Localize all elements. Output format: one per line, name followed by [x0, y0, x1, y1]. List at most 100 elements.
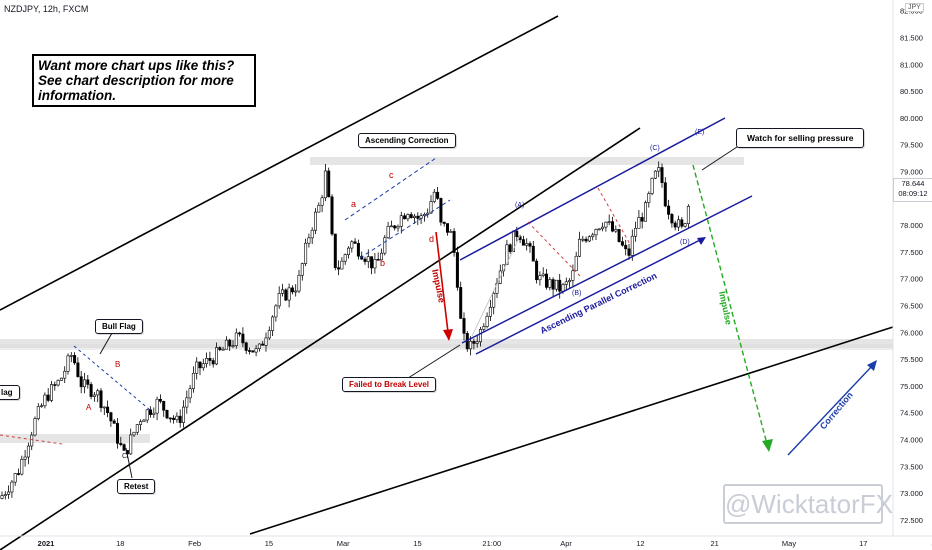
impulse-red-line: [435, 231, 449, 333]
candle-body: [412, 215, 416, 219]
candle-body: [152, 412, 156, 415]
candle-body: [568, 280, 572, 283]
currency-badge[interactable]: JPY: [905, 3, 924, 12]
candle-body: [462, 318, 466, 334]
failed-break-callout: Failed to Break Level: [342, 377, 437, 392]
candle-body: [271, 316, 275, 331]
candle-body: [455, 252, 459, 288]
candle-body: [284, 289, 288, 301]
candle-body: [73, 355, 77, 364]
candle-body: [310, 229, 314, 239]
flag-callout: lag: [0, 385, 20, 400]
candle-body: [317, 204, 321, 213]
candle-body: [647, 193, 651, 203]
candle-body: [587, 236, 591, 242]
bull-flag-upper: [73, 345, 151, 411]
channel-arrow-head: [697, 237, 706, 245]
candle-body: [231, 345, 235, 348]
wave-E: (E): [695, 129, 704, 136]
candle-body: [3, 494, 7, 496]
candle-body: [132, 431, 136, 436]
candle-body: [59, 377, 63, 381]
candle-body: [79, 376, 83, 388]
support-zone-low2: [0, 344, 893, 350]
candle-body: [396, 226, 400, 229]
candle-body: [469, 341, 473, 350]
candle-body: [257, 343, 261, 349]
candle-body: [366, 256, 370, 262]
wave-a-left: A: [86, 403, 92, 412]
y-tick-label: 75.500: [900, 355, 923, 364]
x-tick-label: Feb: [188, 539, 201, 548]
candle-body: [330, 196, 334, 235]
candle-body: [538, 275, 542, 281]
y-tick-label: 79.000: [900, 168, 923, 177]
candle-body: [544, 273, 548, 288]
x-tick-label: 2021: [38, 539, 55, 548]
candle-body: [320, 197, 324, 206]
candle-body: [33, 418, 37, 436]
candle-body: [551, 279, 555, 290]
candle-body: [195, 361, 199, 374]
candle-body: [182, 406, 186, 423]
candle-body: [472, 341, 476, 344]
candle-body: [673, 222, 677, 228]
correction-arrow-line: [787, 364, 874, 456]
candle-body: [528, 243, 532, 247]
candle-body: [660, 167, 664, 183]
candle-body: [251, 350, 255, 353]
x-tick-label: 15: [265, 539, 273, 548]
candle-body: [449, 231, 453, 233]
candle-body: [620, 241, 624, 246]
failed-pointer: [404, 344, 461, 381]
candle-body: [66, 355, 70, 372]
candle-body: [122, 444, 126, 451]
candle-body: [604, 221, 608, 228]
resistance-zone: [310, 157, 744, 165]
candle-body: [69, 355, 73, 357]
candle-body: [373, 259, 377, 269]
y-tick-label: 74.500: [900, 409, 923, 418]
channel-lower: [461, 195, 753, 344]
candle-body: [198, 361, 202, 369]
x-tick-label: 18: [116, 539, 124, 548]
candle-body: [577, 238, 581, 257]
candle-body: [436, 191, 440, 199]
watermark: @WicktatorFX: [723, 484, 893, 524]
candle-body: [116, 423, 120, 444]
price-axis[interactable]: 72.500 73.000 73.500 74.000 74.500 75.000 75.5…: [900, 7, 923, 525]
candle-body: [83, 379, 87, 388]
wave-b-mid: b: [380, 258, 385, 268]
candle-body: [26, 445, 30, 458]
candle-body: [376, 259, 380, 261]
candle-body: [76, 362, 80, 377]
x-tick-label: Apr: [560, 539, 572, 548]
candle-body: [432, 191, 436, 202]
promo-box: Want more chart ups like this? See chart…: [32, 54, 256, 107]
candle-body: [261, 343, 265, 346]
y-tick-label: 78.000: [900, 221, 923, 230]
candle-body: [221, 348, 225, 351]
support-zone-mid: [0, 339, 893, 348]
candle-body: [475, 341, 479, 344]
wave-D: (D): [680, 239, 690, 246]
candle-body: [554, 279, 558, 290]
x-tick-label: Mar: [337, 539, 350, 548]
current-price: 78.644: [901, 179, 925, 188]
candle-body: [627, 248, 631, 256]
candle-body: [36, 406, 40, 419]
correction-arrow-head: [867, 360, 877, 371]
wave-c-mid: c: [389, 170, 394, 180]
candle-body: [20, 459, 24, 475]
candle-body: [89, 384, 93, 397]
candle-body: [505, 244, 509, 266]
candle-body: [584, 238, 588, 242]
candle-body: [23, 456, 27, 460]
x-tick-label: May: [782, 539, 796, 548]
small-channel-upper: [344, 157, 437, 221]
candle-body: [657, 167, 661, 172]
candle-body: [356, 243, 360, 257]
candle-body: [224, 339, 228, 350]
